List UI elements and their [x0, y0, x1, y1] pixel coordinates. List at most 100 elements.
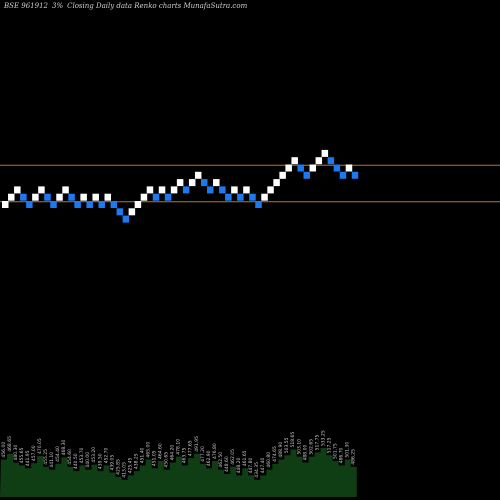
volume-label-54: 533.25	[320, 430, 326, 446]
volume-label-47: 488.90	[278, 442, 284, 458]
renko-brick-43-down	[255, 201, 262, 208]
volume-label-7: 470.05	[37, 438, 43, 454]
renko-brick-41-up	[243, 186, 250, 194]
volume-label-59: 486.25	[351, 449, 357, 465]
volume-label-36: 476.80	[212, 443, 218, 459]
volume-label-29: 464.20	[170, 445, 176, 461]
renko-brick-3-up	[14, 186, 21, 194]
volume-label-13: 440.50	[73, 453, 79, 469]
renko-brick-36-up	[213, 179, 220, 187]
renko-brick-19-down	[110, 201, 118, 208]
renko-brick-20-down	[116, 208, 124, 216]
renko-brick-2-up	[8, 193, 15, 201]
renko-brick-9-down	[50, 201, 57, 208]
renko-brick-10-up	[56, 193, 63, 201]
volume-label-46: 474.65	[272, 446, 278, 462]
volume-label-25: 465.00	[146, 442, 152, 458]
renko-brick-4-down	[20, 193, 27, 201]
renko-brick-14-up	[80, 193, 87, 201]
renko-brick-15-down	[86, 201, 93, 208]
renko-brick-48-up	[285, 164, 292, 172]
volume-label-9: 441.10	[49, 452, 55, 468]
volume-label-52: 502.65	[308, 439, 314, 455]
renko-brick-50-down	[297, 164, 304, 172]
renko-brick-12-down	[68, 193, 75, 201]
volume-label-26: 451.05	[152, 450, 158, 466]
renko-brick-11-up	[62, 186, 69, 194]
volume-label-51: 488.00	[302, 445, 308, 461]
box-size-label: 3%	[52, 2, 64, 10]
volume-label-3: 480.30	[13, 445, 19, 461]
volume-label-30: 478.10	[176, 439, 182, 455]
renko-brick-59-down	[351, 171, 359, 179]
renko-brick-17-down	[98, 201, 105, 208]
renko-brick-35-down	[207, 186, 214, 194]
renko-brick-52-up	[309, 164, 317, 172]
volume-label-37: 462.50	[218, 452, 224, 468]
volume-label-14: 453.70	[79, 447, 85, 463]
renko-brick-55-down	[327, 157, 335, 165]
volume-area-fill	[0, 448, 357, 497]
renko-brick-24-up	[140, 193, 148, 201]
renko-brick-8-down	[44, 193, 51, 201]
renko-brick-16-up	[92, 193, 99, 201]
volume-label-8: 455.25	[43, 449, 49, 465]
renko-brick-18-up	[104, 193, 112, 201]
renko-brick-33-up	[194, 171, 202, 179]
volume-label-24: 451.40	[139, 447, 145, 463]
renko-brick-46-up	[273, 179, 280, 187]
volume-label-34: 477.20	[200, 446, 206, 462]
renko-brick-22-up	[128, 208, 136, 216]
renko-brick-45-up	[267, 186, 274, 194]
volume-label-39: 462.05	[230, 449, 236, 465]
volume-label-56: 501.75	[332, 443, 338, 459]
volume-label-33: 491.95	[194, 436, 200, 452]
volume-label-44: 447.40	[260, 458, 266, 474]
volume-label-16: 453.20	[91, 447, 97, 463]
volume-label-42: 447.80	[248, 458, 254, 474]
renko-brick-53-up	[315, 157, 323, 165]
volume-label-40: 448.20	[236, 458, 242, 474]
volume-label-10: 454.40	[55, 446, 61, 462]
volume-label-28: 450.65	[164, 452, 170, 468]
renko-brick-58-up	[345, 164, 353, 172]
renko-brick-29-up	[170, 186, 178, 194]
symbol-label: BSE 961912	[4, 2, 48, 10]
volume-label-49: 518.65	[290, 432, 296, 448]
renko-brick-56-down	[333, 164, 341, 172]
renko-brick-23-up	[134, 201, 142, 208]
volume-label-32: 477.65	[188, 440, 194, 456]
renko-brick-28-down	[164, 193, 172, 201]
renko-brick-47-up	[279, 171, 286, 179]
renko-brick-31-down	[182, 186, 190, 194]
chart-header: BSE 961912 3% Closing Daily data Renko cha…	[4, 2, 251, 10]
volume-label-20: 425.85	[115, 459, 121, 475]
volume-label-31: 463.75	[182, 447, 188, 463]
volume-label-41: 461.65	[242, 450, 248, 466]
chart-caption: Closing Daily data Renko charts MunafaSu…	[67, 2, 248, 10]
volume-label-22: 425.45	[127, 458, 133, 474]
renko-brick-39-up	[231, 186, 238, 194]
renko-brick-54-up	[321, 149, 329, 157]
renko-brick-26-down	[152, 193, 160, 201]
volume-label-58: 501.30	[345, 442, 351, 458]
renko-brick-30-up	[176, 179, 184, 187]
renko-brick-32-up	[188, 179, 196, 187]
renko-brick-13-down	[74, 201, 81, 208]
renko-brick-42-down	[249, 193, 256, 201]
volume-label-35: 462.90	[206, 450, 212, 466]
volume-label-53: 517.75	[314, 434, 320, 450]
volume-label-50: 503.10	[296, 439, 302, 455]
renko-brick-57-down	[339, 171, 347, 179]
renko-brick-51-down	[303, 171, 310, 179]
volume-label-23: 438.25	[133, 453, 139, 469]
volume-label-4: 455.65	[19, 447, 25, 463]
renko-brick-21-down	[122, 215, 130, 223]
volume-label-2: 468.65	[7, 436, 13, 452]
renko-brick-40-down	[237, 193, 244, 201]
volume-label-57: 486.70	[338, 447, 344, 463]
volume-label-17: 439.50	[97, 453, 103, 469]
volume-label-11: 468.30	[61, 440, 67, 456]
